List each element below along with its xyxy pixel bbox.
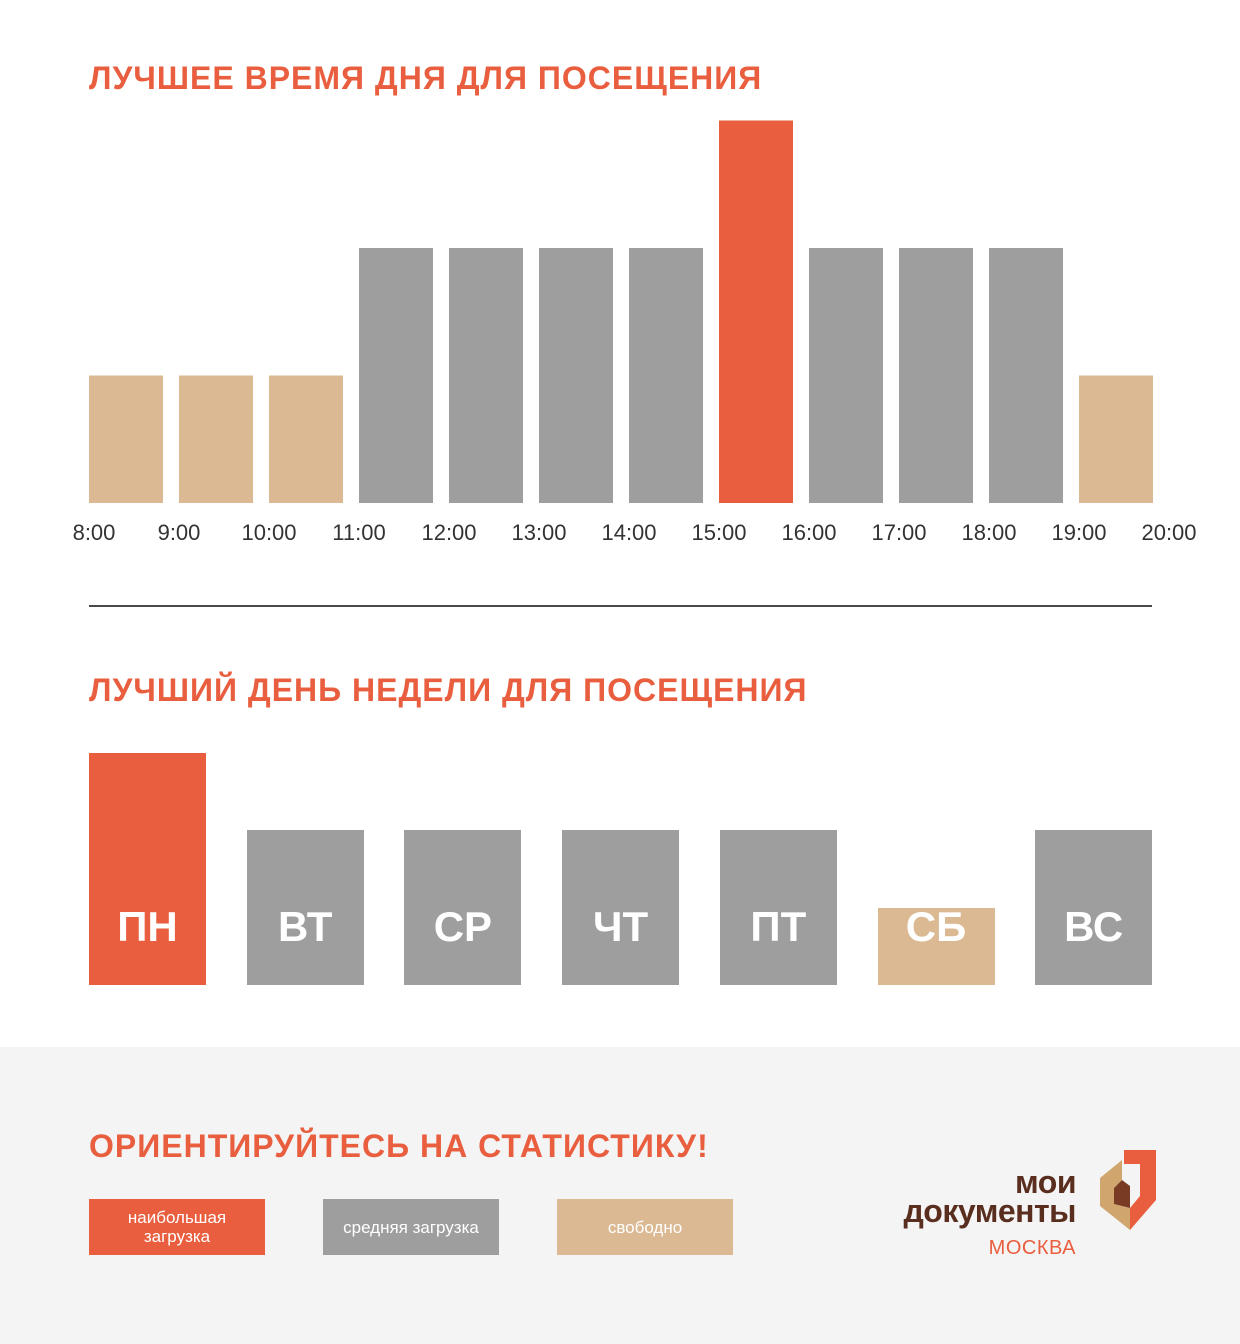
day-label: СБ (905, 903, 967, 950)
footer-panel (0, 1047, 1240, 1344)
hour-bar (179, 375, 253, 503)
legend-peak-label: наибольшая загрузка (127, 1208, 227, 1246)
hour-bar (539, 248, 613, 503)
section1-title: ЛУЧШЕЕ ВРЕМЯ ДНЯ ДЛЯ ПОСЕЩЕНИЯ (89, 60, 763, 96)
hour-bar (359, 248, 433, 503)
hour-bar (719, 120, 793, 503)
legend-peak: наибольшая загрузка (89, 1199, 265, 1255)
hour-bar (449, 248, 523, 503)
hour-tick-label: 10:00 (241, 520, 296, 545)
hour-tick-label: 15:00 (691, 520, 746, 545)
legend-medium-label: средняя загрузка (343, 1217, 479, 1237)
hour-bar (629, 248, 703, 503)
section-divider (89, 605, 1152, 607)
footer-title: ОРИЕНТИРУЙТЕСЬ НА СТАТИСТИКУ! (89, 1128, 709, 1164)
day-bar: СБ (877, 903, 995, 985)
day-bar: ВС (1035, 830, 1153, 985)
hour-bar (809, 248, 883, 503)
hour-tick-label: 18:00 (961, 520, 1016, 545)
hour-tick-label: 12:00 (421, 520, 476, 545)
legend-free: свободно (557, 1199, 733, 1255)
section2-title: ЛУЧШИЙ ДЕНЬ НЕДЕЛИ ДЛЯ ПОСЕЩЕНИЯ (89, 672, 808, 708)
day-label: ВС (1064, 903, 1124, 950)
hour-tick-label: 14:00 (601, 520, 656, 545)
hour-bar (989, 248, 1063, 503)
logo: мои документы МОСКВА (872, 1150, 1162, 1260)
logo-line1: мои (1015, 1164, 1076, 1200)
hour-bar (89, 375, 163, 503)
day-bar: ПН (89, 752, 206, 985)
hour-tick-label: 20:00 (1141, 520, 1196, 545)
hour-tick-label: 16:00 (781, 520, 836, 545)
hour-tick-label: 11:00 (332, 520, 385, 545)
day-label: ПН (117, 903, 178, 950)
day-bar: ЧТ (562, 830, 680, 985)
logo-emblem-icon (1100, 1150, 1156, 1230)
hour-bar (269, 375, 343, 503)
day-bar: ПТ (719, 830, 837, 985)
day-label: ЧТ (593, 903, 649, 950)
hour-bar (1079, 375, 1153, 503)
hour-tick-label: 19:00 (1051, 520, 1106, 545)
day-label: ПТ (750, 903, 807, 950)
legend-medium: средняя загрузка (323, 1199, 499, 1255)
hour-tick-label: 13:00 (511, 520, 566, 545)
hour-tick-label: 9:00 (158, 520, 201, 545)
hour-bar (899, 248, 973, 503)
logo-line3: МОСКВА (988, 1237, 1076, 1259)
legend-free-label: свободно (607, 1217, 683, 1237)
hour-tick-label: 17:00 (871, 520, 926, 545)
day-label: СР (433, 903, 493, 950)
hour-tick-label: 8:00 (73, 520, 116, 545)
hourly-chart: 8:00 9:00 10:00 11:00 12:00 13:00 14:00 15:00 16… (73, 120, 1197, 545)
day-bar: ВТ (246, 830, 364, 985)
day-bar: СР (404, 830, 522, 985)
logo-line2: документы (903, 1193, 1076, 1229)
day-label: ВТ (277, 903, 333, 950)
